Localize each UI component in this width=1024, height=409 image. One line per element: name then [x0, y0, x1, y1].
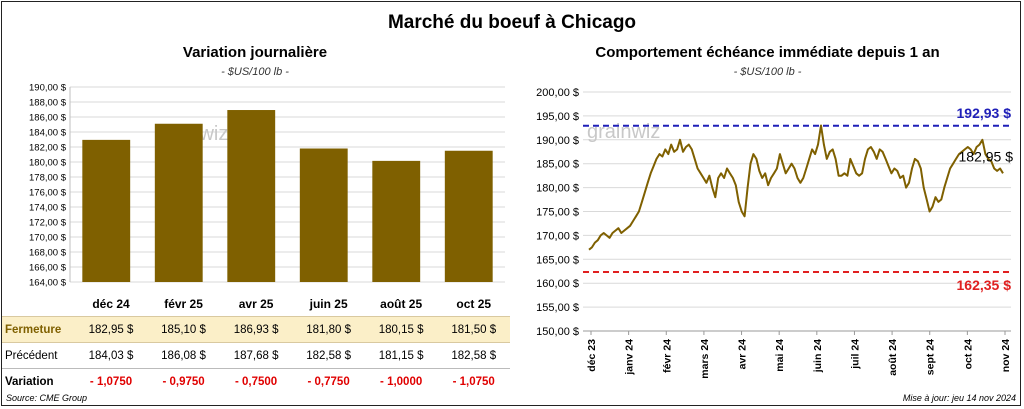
price-line — [588, 124, 1004, 251]
table-cell: - 0,7750 — [307, 375, 350, 388]
table-row-variation: Variation - 1,0750 - 0,9750 - 0,7500 - 0… — [2, 369, 510, 395]
bar-chart: 164,00 $ 166,00 $ 168,00 $ 170,00 $ 172,00 $… — [29, 83, 505, 289]
table-cell: - 1,0750 — [452, 375, 495, 388]
y-tick-label: 190,00 $ — [29, 83, 67, 94]
y-tick-label: 190,00 $ — [536, 135, 579, 147]
table-header: août 25 — [380, 297, 423, 311]
bar-chart-subtitle: - $US/100 lb - — [221, 66, 289, 78]
x-tick-label: déc 23 — [586, 339, 598, 372]
table-cell: - 0,7500 — [234, 375, 278, 388]
bar — [227, 110, 276, 283]
table-cell: 182,58 $ — [292, 342, 365, 369]
row-label: Fermeture — [2, 316, 75, 343]
x-tick-label: août 24 — [887, 339, 899, 376]
table-cell: 186,93 $ — [219, 316, 293, 343]
y-tick-label: 160,00 $ — [536, 278, 579, 290]
table-header: déc 24 — [92, 297, 130, 311]
table-cell: 181,80 $ — [292, 316, 365, 343]
x-tick-label: mai 24 — [774, 339, 786, 372]
y-tick-label: 168,00 $ — [29, 248, 67, 259]
y-tick-label: 155,00 $ — [536, 302, 579, 314]
y-tick-label: 185,00 $ — [536, 159, 579, 171]
y-tick-label: 170,00 $ — [536, 230, 579, 242]
line-chart-title: Comportement échéance immédiate depuis 1… — [595, 44, 940, 61]
x-tick-label: janv 24 — [624, 339, 636, 376]
y-tick-label: 174,00 $ — [29, 203, 67, 214]
y-tick-label: 165,00 $ — [536, 254, 579, 266]
table-header: févr 25 — [164, 297, 203, 311]
table-cell: - 1,0000 — [380, 375, 423, 388]
table-cell: 180,15 $ — [364, 316, 438, 343]
bar — [154, 123, 203, 282]
y-tick-label: 180,00 $ — [29, 158, 67, 169]
y-tick-label: 172,00 $ — [29, 218, 67, 229]
y-tick-label: 164,00 $ — [29, 278, 67, 289]
y-tick-label: 176,00 $ — [29, 188, 67, 199]
x-tick-label: sept 24 — [925, 339, 937, 375]
row-label: Variation — [5, 375, 54, 388]
table-header: juin 25 — [309, 297, 348, 311]
y-tick-label: 170,00 $ — [29, 233, 67, 244]
low-label: 162,35 $ — [957, 277, 1012, 293]
bar — [372, 160, 421, 282]
table-cell: 181,50 $ — [437, 316, 510, 343]
y-tick-label: 175,00 $ — [536, 207, 579, 219]
row-label: Précédent — [2, 342, 75, 369]
table-cell: 185,10 $ — [147, 316, 220, 343]
line-chart-subtitle: - $US/100 lb - — [733, 66, 802, 78]
x-tick-label: nov 24 — [1000, 339, 1012, 372]
y-tick-label: 178,00 $ — [29, 173, 67, 184]
y-tick-label: 195,00 $ — [536, 111, 579, 123]
table-cell: 184,03 $ — [74, 342, 148, 369]
y-tick-label: 184,00 $ — [29, 128, 67, 139]
bar — [299, 148, 348, 282]
y-tick-label: 166,00 $ — [29, 263, 67, 274]
x-tick-label: juin 24 — [812, 339, 824, 373]
table-header-row: déc 24 févr 25 avr 25 juin 25 août 25 oc… — [2, 292, 510, 317]
page-title: Marché du boeuf à Chicago — [387, 12, 637, 33]
table-header: avr 25 — [238, 297, 274, 311]
table-cell: 182,58 $ — [437, 342, 510, 369]
line-chart: 150,00 $ 155,00 $ 160,00 $ 165,00 $ 170,00 $… — [536, 87, 1014, 379]
y-tick-label: 200,00 $ — [536, 87, 579, 99]
y-tick-label: 150,00 $ — [536, 326, 579, 338]
x-tick-label: févr 24 — [661, 339, 673, 373]
y-tick-label: 180,00 $ — [536, 183, 579, 195]
table-cell: - 1,0750 — [89, 375, 133, 388]
high-label: 192,93 $ — [957, 105, 1012, 121]
x-tick-label: juil 24 — [849, 339, 861, 370]
table-header: oct 25 — [456, 297, 492, 311]
price-table: déc 24 févr 25 avr 25 juin 25 août 25 oc… — [2, 292, 510, 394]
source-note: Source: CME Group — [6, 393, 88, 403]
y-tick-label: 188,00 $ — [29, 98, 67, 109]
table-cell: 182,95 $ — [74, 316, 148, 343]
table-cell: - 0,9750 — [162, 375, 205, 388]
watermark: grainwiz — [587, 121, 660, 143]
bar-chart-title: Variation journalière — [182, 44, 328, 61]
bar — [82, 139, 131, 282]
table-cell: 186,08 $ — [147, 342, 220, 369]
update-note: Mise à jour: jeu 14 nov 2024 — [902, 393, 1016, 403]
table-cell: 187,68 $ — [219, 342, 293, 369]
bar — [444, 150, 493, 282]
table-cell: 181,15 $ — [364, 342, 438, 369]
x-tick-label: oct 24 — [962, 339, 974, 370]
x-tick-label: avr 24 — [737, 339, 749, 370]
table-row-previous: Précédent 184,03 $ 186,08 $ 187,68 $ 182… — [2, 342, 510, 369]
table-row-close: Fermeture 182,95 $ 185,10 $ 186,93 $ 181… — [2, 316, 510, 343]
y-tick-label: 186,00 $ — [29, 113, 67, 124]
y-tick-label: 182,00 $ — [29, 143, 67, 154]
x-tick-label: mars 24 — [699, 339, 711, 379]
last-price-label: 182,95 $ — [959, 148, 1014, 164]
